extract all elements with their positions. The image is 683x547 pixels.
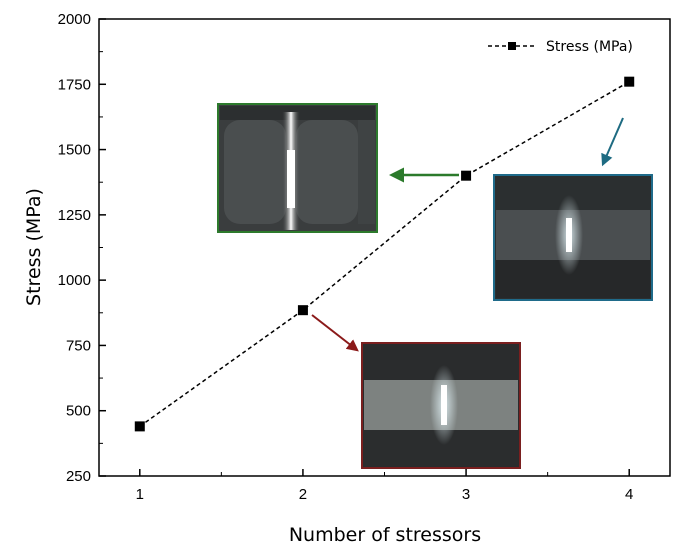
y-tick-label: 1250 xyxy=(58,207,91,224)
data-point xyxy=(297,305,308,316)
x-axis-label: Number of stressors xyxy=(289,524,481,546)
data-point xyxy=(134,421,145,432)
x-axis-ticks: 1 2 3 4 xyxy=(136,469,633,503)
y-tick-label: 750 xyxy=(66,337,91,354)
y-tick-label: 2000 xyxy=(58,11,91,28)
x-tick-label: 2 xyxy=(299,486,307,503)
series-stress xyxy=(134,76,635,432)
arrow-blue xyxy=(601,117,624,167)
y-tick-label: 500 xyxy=(66,403,91,420)
y-tick-label: 1000 xyxy=(58,272,91,289)
inset-image-green xyxy=(217,103,378,233)
x-tick-label: 3 xyxy=(462,486,470,503)
x-tick-label: 1 xyxy=(136,486,144,503)
series-line xyxy=(139,81,630,427)
x-tick-label: 4 xyxy=(625,486,633,503)
y-tick-label: 1750 xyxy=(58,76,91,93)
data-point xyxy=(624,76,635,87)
legend-label: Stress (MPa) xyxy=(546,39,633,55)
data-point xyxy=(461,170,472,181)
legend: Stress (MPa) xyxy=(488,39,633,55)
arrow-red xyxy=(311,314,359,352)
inset-image-blue xyxy=(493,174,653,301)
inset-image-red xyxy=(361,342,521,469)
y-tick-label: 1500 xyxy=(58,142,91,159)
y-tick-label: 250 xyxy=(66,468,91,485)
y-axis-label: Stress (MPa) xyxy=(23,188,45,306)
y-axis-ticks: 250 500 750 1000 1250 1500 1750 2000 xyxy=(58,11,106,485)
legend-marker xyxy=(508,42,516,50)
